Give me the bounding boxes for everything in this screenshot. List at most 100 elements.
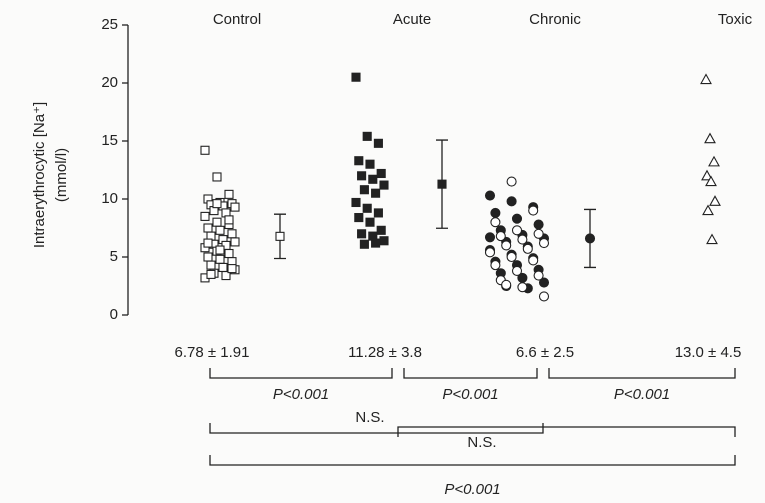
- y-tick-label: 10: [101, 190, 118, 207]
- mean-marker: [584, 233, 596, 244]
- comparison-bracket: [209, 368, 393, 379]
- data-point: [371, 188, 381, 198]
- data-point: [501, 240, 512, 251]
- data-point: [706, 233, 718, 245]
- data-point: [359, 185, 369, 195]
- data-point: [221, 271, 231, 281]
- data-point: [528, 255, 539, 266]
- data-point: [538, 291, 550, 302]
- data-point: [371, 238, 381, 248]
- data-point: [215, 225, 225, 235]
- data-point: [376, 168, 386, 179]
- data-point: [484, 232, 496, 243]
- data-point: [506, 176, 517, 187]
- mean-marker: [275, 231, 285, 241]
- data-point: [215, 254, 225, 264]
- data-point: [224, 248, 234, 259]
- data-point: [362, 131, 372, 141]
- data-point: [218, 262, 228, 272]
- data-point: [365, 217, 375, 227]
- stats-label: 11.28 ± 3.8: [348, 344, 422, 361]
- data-point: [517, 234, 528, 245]
- data-point: [522, 243, 533, 254]
- data-point: [212, 199, 222, 209]
- stats-label: 13.0 ± 4.5: [675, 344, 742, 361]
- data-point: [373, 208, 383, 218]
- comparison-label: P<0.001: [444, 481, 500, 498]
- group-label: Control: [213, 11, 261, 28]
- data-point: [533, 228, 544, 239]
- data-point: [200, 145, 210, 155]
- data-point: [379, 236, 389, 246]
- data-point: [490, 207, 501, 218]
- comparison-label: P<0.001: [273, 386, 329, 403]
- comparison-bracket: [209, 455, 736, 466]
- data-point: [362, 203, 372, 213]
- y-tick-label: 0: [110, 306, 118, 323]
- data-point: [357, 171, 367, 181]
- data-point: [702, 204, 714, 216]
- data-point: [495, 231, 506, 242]
- mean-marker: [437, 179, 447, 189]
- data-point: [224, 189, 234, 199]
- comparison-label: P<0.001: [442, 386, 498, 403]
- data-point: [704, 132, 716, 144]
- data-point: [351, 197, 361, 208]
- data-point: [224, 215, 234, 225]
- data-point: [359, 239, 369, 249]
- data-point: [709, 195, 721, 206]
- data-point: [365, 159, 375, 169]
- data-point: [538, 238, 550, 249]
- data-point: [511, 225, 523, 236]
- data-point: [227, 229, 237, 239]
- group-label: Acute: [393, 11, 431, 28]
- data-point: [212, 172, 222, 182]
- data-point: [357, 229, 367, 239]
- data-point: [373, 138, 383, 148]
- comparison-label: N.S.: [355, 409, 384, 426]
- group-label: Chronic: [529, 11, 581, 28]
- data-point: [705, 175, 717, 187]
- data-point: [490, 217, 501, 228]
- data-point: [203, 223, 213, 233]
- y-tick-label: 20: [101, 74, 118, 91]
- data-point: [368, 174, 378, 184]
- data-point: [203, 252, 213, 262]
- data-point: [484, 190, 496, 201]
- data-point: [354, 156, 364, 166]
- data-point: [354, 213, 364, 223]
- data-point: [200, 211, 210, 221]
- data-point: [701, 169, 713, 181]
- comparison-bracket: [397, 426, 736, 437]
- comparison-label: P<0.001: [614, 386, 670, 403]
- data-point: [206, 260, 216, 270]
- data-point: [230, 202, 240, 212]
- data-point: [708, 155, 720, 167]
- data-point: [511, 265, 523, 276]
- y-tick-label: 25: [101, 16, 118, 33]
- comparison-bracket: [209, 423, 544, 434]
- data-point: [517, 282, 528, 293]
- data-point: [376, 225, 386, 235]
- data-point: [379, 180, 389, 190]
- data-point: [206, 269, 216, 279]
- data-point: [700, 73, 712, 85]
- data-point: [203, 238, 213, 248]
- y-axis-label: Intraerythrocytic [Na⁺]: [31, 102, 48, 248]
- y-axis-label: (mmol/l): [53, 148, 70, 202]
- data-point: [533, 270, 544, 281]
- y-tick-label: 15: [101, 132, 118, 149]
- data-point: [230, 237, 240, 247]
- data-point: [227, 264, 237, 274]
- data-point: [351, 72, 361, 82]
- data-point: [528, 205, 539, 216]
- data-point: [501, 279, 512, 290]
- data-point: [490, 260, 501, 271]
- data-point: [538, 277, 550, 288]
- data-point: [506, 196, 517, 207]
- comparison-bracket: [548, 368, 736, 379]
- y-tick-label: 5: [110, 248, 118, 265]
- data-point: [511, 213, 523, 224]
- data-point: [484, 247, 496, 258]
